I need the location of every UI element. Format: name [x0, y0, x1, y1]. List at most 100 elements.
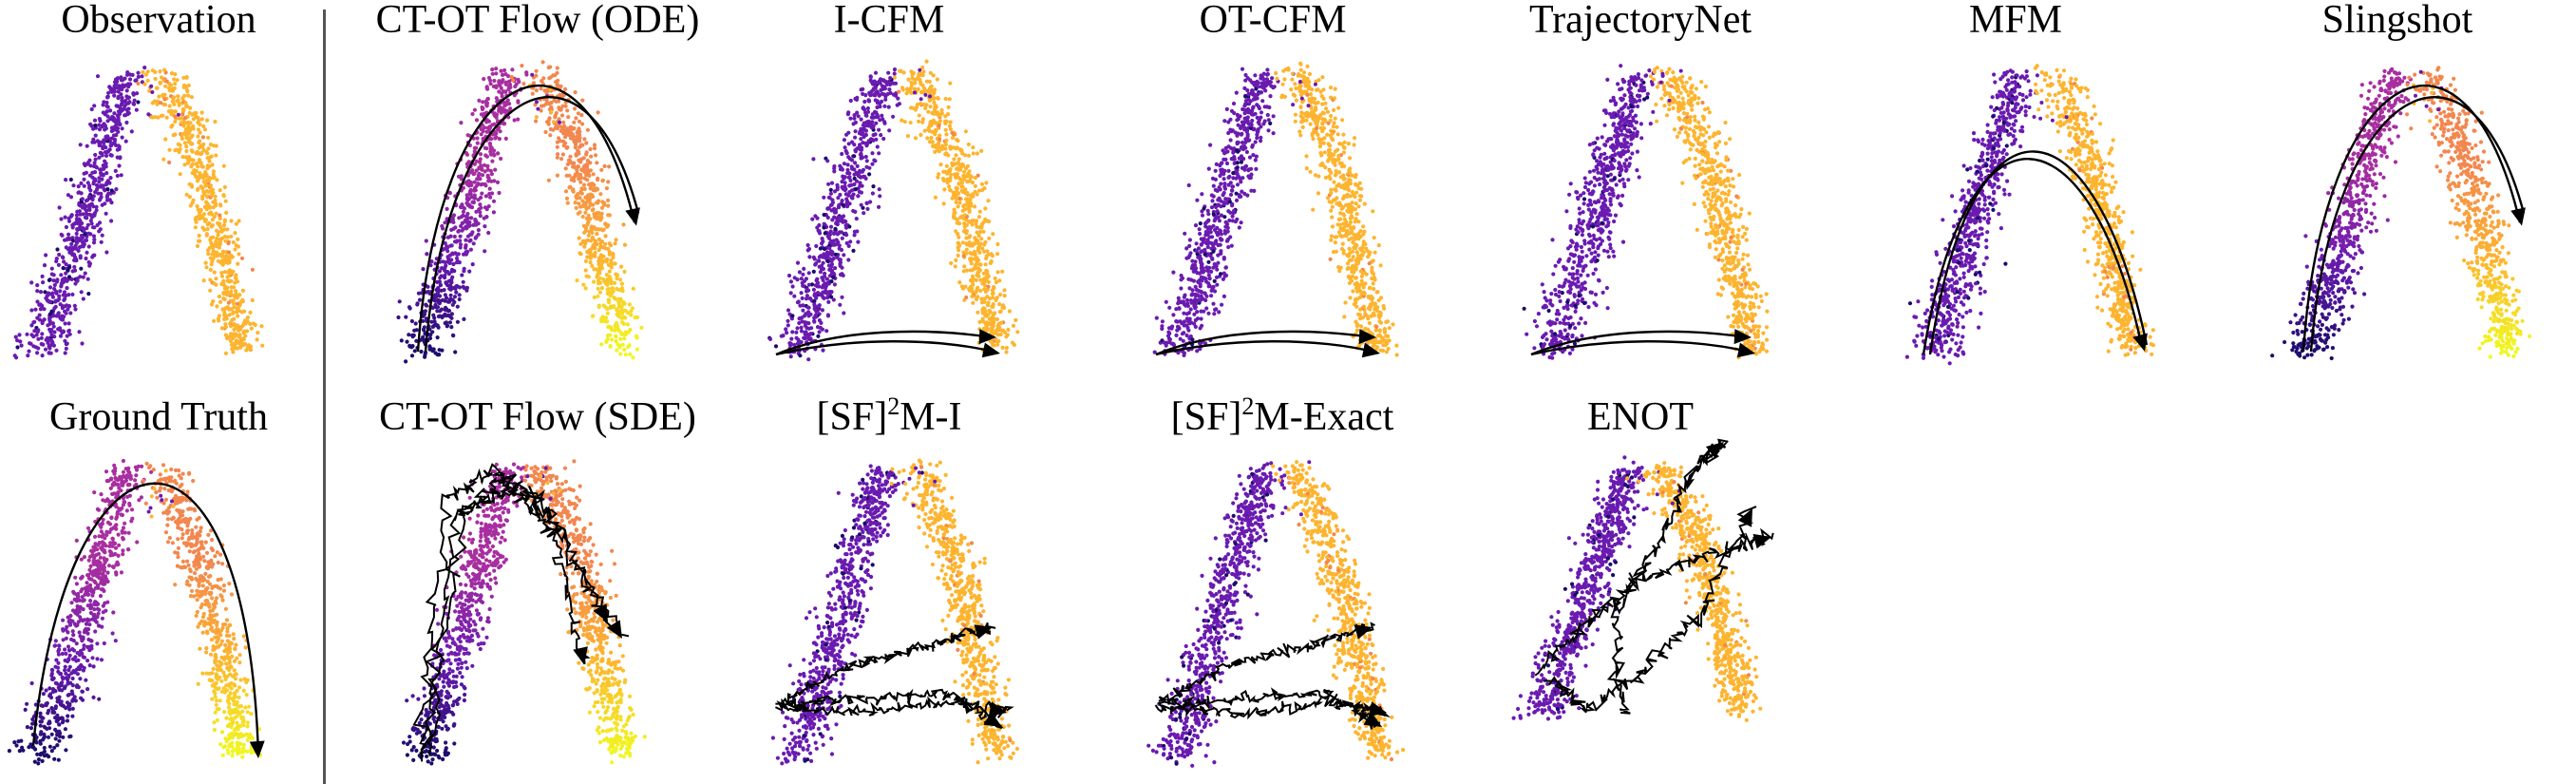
data-point	[197, 140, 201, 145]
data-point	[863, 154, 868, 160]
data-point	[487, 125, 493, 130]
data-point	[863, 93, 868, 98]
data-point	[927, 140, 933, 144]
data-point	[574, 116, 578, 121]
data-point	[74, 217, 79, 221]
data-point	[855, 163, 860, 168]
data-point	[1254, 166, 1259, 171]
data-point	[1200, 213, 1205, 218]
data-point	[225, 260, 230, 265]
data-point	[1265, 72, 1270, 77]
data-point	[83, 232, 87, 237]
data-point	[1195, 198, 1200, 202]
data-point	[244, 348, 249, 353]
data-point	[1235, 165, 1240, 170]
data-point	[1200, 192, 1204, 197]
data-point	[956, 204, 960, 209]
data-point	[1177, 298, 1182, 304]
data-point	[134, 78, 139, 83]
data-point	[494, 71, 499, 76]
data-point	[1160, 326, 1165, 332]
data-point	[516, 117, 521, 122]
data-point	[1205, 244, 1210, 250]
data-point	[599, 205, 604, 210]
data-point	[991, 343, 995, 348]
trajectory-path	[416, 84, 636, 353]
data-point	[933, 132, 938, 137]
data-point	[486, 179, 491, 183]
data-point	[979, 223, 984, 228]
data-point	[803, 335, 807, 341]
data-point	[991, 302, 995, 307]
data-point	[933, 195, 938, 200]
data-point	[215, 236, 219, 240]
data-point	[973, 189, 977, 194]
data-point	[196, 134, 200, 139]
data-point	[46, 323, 50, 328]
data-point	[469, 205, 475, 210]
data-point	[590, 230, 595, 236]
data-point	[97, 220, 103, 225]
data-point	[55, 247, 60, 252]
data-point	[847, 183, 852, 188]
data-point	[76, 190, 81, 195]
data-point	[97, 127, 103, 132]
data-point	[1225, 197, 1230, 201]
data-point	[427, 335, 433, 341]
data-point	[812, 302, 817, 307]
data-point	[1267, 105, 1272, 110]
data-point	[468, 247, 473, 252]
data-point	[446, 313, 451, 317]
data-point	[90, 225, 96, 230]
data-point	[109, 219, 114, 223]
data-point	[618, 352, 623, 356]
data-point	[157, 94, 161, 99]
data-point	[1235, 161, 1240, 165]
data-point	[1259, 110, 1264, 115]
data-point	[871, 133, 876, 138]
data-point	[199, 184, 203, 189]
data-point	[66, 232, 71, 237]
data-point	[615, 308, 619, 313]
data-point	[818, 325, 823, 330]
data-point	[1268, 121, 1273, 125]
data-point	[985, 275, 990, 279]
data-point	[1182, 353, 1186, 357]
data-point	[961, 174, 966, 179]
data-point	[1206, 281, 1211, 286]
data-point	[31, 335, 36, 339]
data-point	[239, 256, 245, 260]
data-point	[856, 174, 862, 179]
data-point	[218, 213, 222, 218]
data-point	[50, 295, 56, 299]
data-point	[47, 285, 53, 290]
data-point	[12, 354, 17, 358]
data-point	[1242, 111, 1247, 116]
data-point	[950, 135, 956, 141]
data-point	[99, 239, 104, 244]
data-point	[1242, 116, 1247, 121]
data-point	[213, 250, 218, 255]
data-point	[816, 304, 821, 309]
data-point	[822, 221, 826, 226]
data-point	[948, 187, 953, 192]
data-point	[431, 313, 436, 317]
data-point	[1174, 307, 1179, 312]
data-point	[618, 336, 623, 341]
data-point	[985, 303, 991, 308]
data-point	[1394, 343, 1399, 348]
data-point	[611, 286, 616, 291]
data-point	[1255, 132, 1260, 137]
data-point	[435, 305, 441, 310]
data-point	[623, 353, 628, 357]
data-point	[801, 308, 805, 313]
data-point	[609, 265, 614, 270]
data-point	[482, 77, 486, 82]
data-point	[847, 190, 852, 195]
data-point	[829, 252, 834, 258]
data-point	[1246, 174, 1251, 179]
data-point	[955, 166, 959, 171]
data-point	[1179, 286, 1184, 291]
data-point	[1225, 225, 1230, 230]
data-point	[1243, 163, 1249, 168]
